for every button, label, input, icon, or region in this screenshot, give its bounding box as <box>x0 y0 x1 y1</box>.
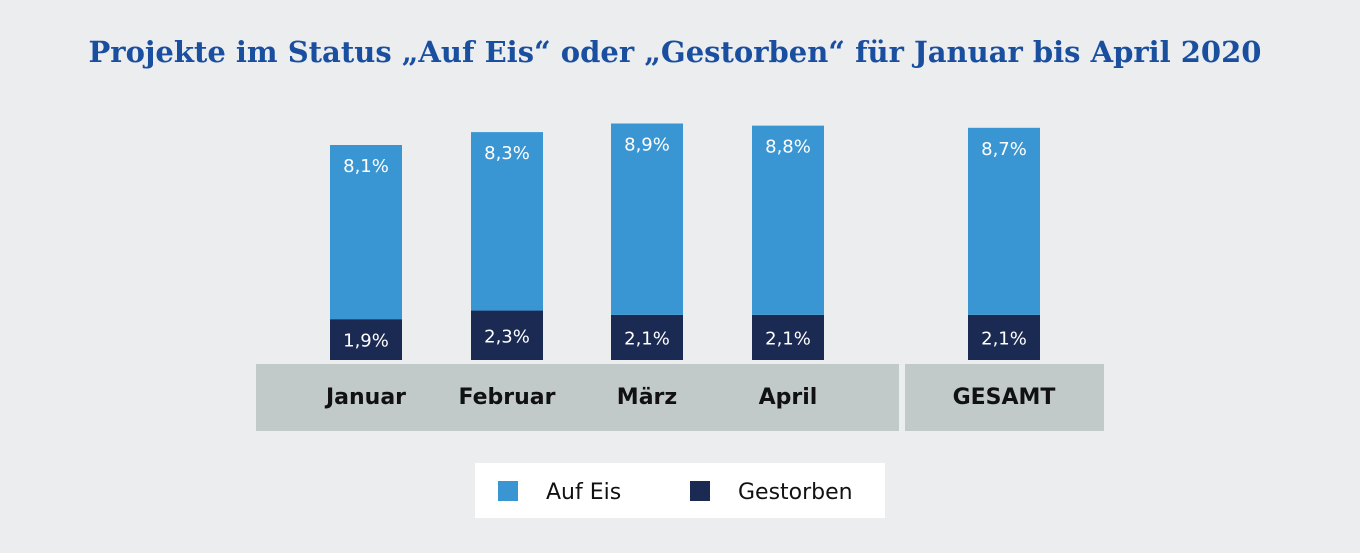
data-label: 2,1% <box>624 328 670 349</box>
bar-gestorben-januar <box>330 319 402 360</box>
data-label: 8,9% <box>624 135 670 156</box>
bar-gestorben-gesamt <box>968 314 1040 360</box>
legend-box <box>475 463 885 518</box>
data-label: 8,3% <box>484 143 530 164</box>
category-label-gesamt: GESAMT <box>953 385 1056 410</box>
category-label-februar: Februar <box>458 385 555 410</box>
bar-auf-eis-m-rz <box>611 123 683 315</box>
category-label-april: April <box>759 385 818 410</box>
bar-auf-eis-gesamt <box>968 127 1040 315</box>
data-label: 2,1% <box>765 328 811 349</box>
data-label: 2,1% <box>981 328 1027 349</box>
data-label: 2,3% <box>484 326 530 347</box>
legend-swatch-gestorben <box>690 481 710 501</box>
bar-auf-eis-april <box>752 125 824 315</box>
data-label: 8,7% <box>981 139 1027 160</box>
category-label-januar: Januar <box>324 385 406 410</box>
category-band-months <box>256 364 899 431</box>
data-label: 8,1% <box>343 156 389 177</box>
legend-swatch-auf-eis <box>498 481 518 501</box>
bar-auf-eis-februar <box>471 132 543 311</box>
category-band-total <box>905 364 1104 431</box>
data-label: 1,9% <box>343 331 389 352</box>
legend-label-gestorben: Gestorben <box>738 480 853 505</box>
bar-gestorben-m-rz <box>611 314 683 360</box>
chart-title: Projekte im Status „Auf Eis“ oder „Gesto… <box>89 35 1262 69</box>
category-label-m-rz: März <box>617 385 677 410</box>
bar-auf-eis-januar <box>330 145 402 320</box>
bar-gestorben-februar <box>471 310 543 360</box>
legend-label-auf-eis: Auf Eis <box>546 480 621 505</box>
bar-gestorben-april <box>752 314 824 360</box>
data-label: 8,8% <box>765 137 811 158</box>
